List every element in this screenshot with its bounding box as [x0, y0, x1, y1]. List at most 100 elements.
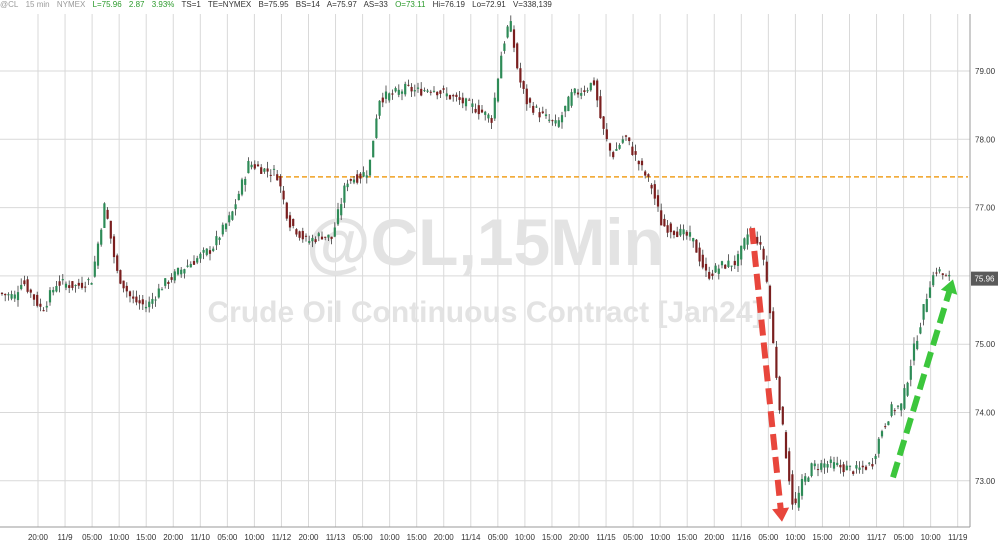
x-tick-label: 05:00: [623, 533, 644, 542]
candle-body: [548, 119, 551, 121]
candle-body: [813, 463, 816, 467]
candle-body: [560, 115, 564, 123]
candle-body: [269, 174, 272, 176]
candle-body: [39, 303, 42, 307]
candle-body: [781, 406, 784, 425]
candle-body: [871, 464, 874, 467]
candle-body: [71, 281, 74, 288]
candle-body: [528, 98, 532, 103]
candle-body: [138, 300, 141, 304]
candle-body: [676, 231, 679, 238]
candle-body: [368, 159, 372, 176]
candle-body: [775, 346, 778, 378]
y-tick-label: 79.00: [975, 67, 996, 76]
candle-body: [333, 227, 336, 237]
candle-body: [445, 93, 448, 97]
candle-body: [887, 421, 890, 426]
candle-body: [196, 258, 199, 263]
x-tick-label: 20:00: [163, 533, 184, 542]
candle-body: [672, 231, 676, 235]
candle-body: [55, 286, 58, 292]
x-tick-label: 11/19: [948, 533, 968, 542]
candle-body: [896, 405, 900, 407]
candle-body: [637, 160, 640, 165]
candle-body: [0, 292, 4, 295]
header-last: L=75.96: [92, 0, 122, 9]
candle-body: [304, 235, 308, 237]
candle-body: [682, 229, 685, 235]
candles: [0, 15, 951, 511]
candle-body: [720, 261, 724, 266]
candle-body: [938, 269, 941, 272]
candle-body: [404, 83, 407, 95]
candle-body: [157, 288, 160, 298]
candle-body: [592, 80, 596, 85]
candle-body: [948, 274, 951, 277]
candle-body: [484, 111, 487, 115]
candle-body: [362, 172, 365, 177]
candle-body: [784, 432, 788, 459]
candle-body: [128, 291, 132, 297]
candle-body: [452, 95, 455, 97]
candle-body: [615, 148, 618, 151]
last-price-badge: [971, 271, 998, 286]
candle-body: [45, 305, 48, 308]
candle-body: [855, 465, 858, 469]
candle-body: [468, 99, 471, 101]
candle-body: [506, 26, 509, 38]
x-tick-label: 10:00: [650, 533, 671, 542]
candle-body: [589, 82, 592, 91]
candle-body: [266, 168, 269, 172]
candle-body: [746, 234, 749, 245]
header-ts: TS=1: [181, 0, 201, 9]
candle-body: [794, 498, 797, 504]
candle-body: [500, 55, 503, 79]
y-tick-label: 74.00: [975, 409, 996, 418]
candle-body: [932, 275, 935, 286]
candle-body: [199, 253, 202, 259]
candle-body: [311, 237, 314, 242]
candle-body: [276, 174, 279, 181]
candle-body: [397, 89, 400, 95]
candle-body: [778, 376, 781, 411]
quote-header: @CL 15 min NYMEX L=75.96 2.87 3.93% TS=1…: [0, 0, 557, 14]
candle-body: [356, 174, 359, 183]
candle-body: [576, 92, 580, 95]
candle-body: [666, 225, 669, 233]
candle-body: [144, 306, 148, 309]
x-tick-label: 10:00: [515, 533, 536, 542]
candle-body: [877, 438, 880, 454]
candle-body: [512, 29, 516, 48]
x-tick-label: 10:00: [380, 533, 401, 542]
candle-body: [253, 164, 256, 169]
candle-body: [922, 304, 925, 320]
candle-body: [20, 284, 23, 290]
candle-body: [935, 272, 938, 274]
header-te: TE=NYMEX: [207, 0, 252, 9]
candle-body: [272, 168, 276, 170]
candle-body: [61, 279, 64, 281]
header-bid-size: BS=14: [295, 0, 320, 9]
x-tick-label: 20:00: [704, 533, 725, 542]
candle-body: [106, 209, 109, 219]
candle-body: [240, 179, 244, 195]
candle-body: [669, 223, 672, 233]
candle-body: [640, 160, 644, 166]
candle-body: [826, 464, 829, 468]
candle-body: [13, 294, 16, 299]
x-tick-label: 05:00: [758, 533, 779, 542]
candle-body: [372, 140, 375, 158]
candle-body: [205, 248, 208, 255]
candle-body: [340, 204, 343, 216]
candle-body: [570, 92, 573, 106]
candle-body: [42, 310, 45, 312]
x-tick-label: 11/12: [272, 533, 292, 542]
candle-body: [820, 463, 823, 470]
candle-body: [544, 114, 548, 117]
candle-body: [228, 215, 231, 223]
candle-body: [893, 410, 896, 412]
candle-body: [852, 471, 855, 474]
candle-body: [384, 91, 388, 99]
candle-body: [87, 279, 90, 281]
x-tick-label: 11/15: [596, 533, 616, 542]
